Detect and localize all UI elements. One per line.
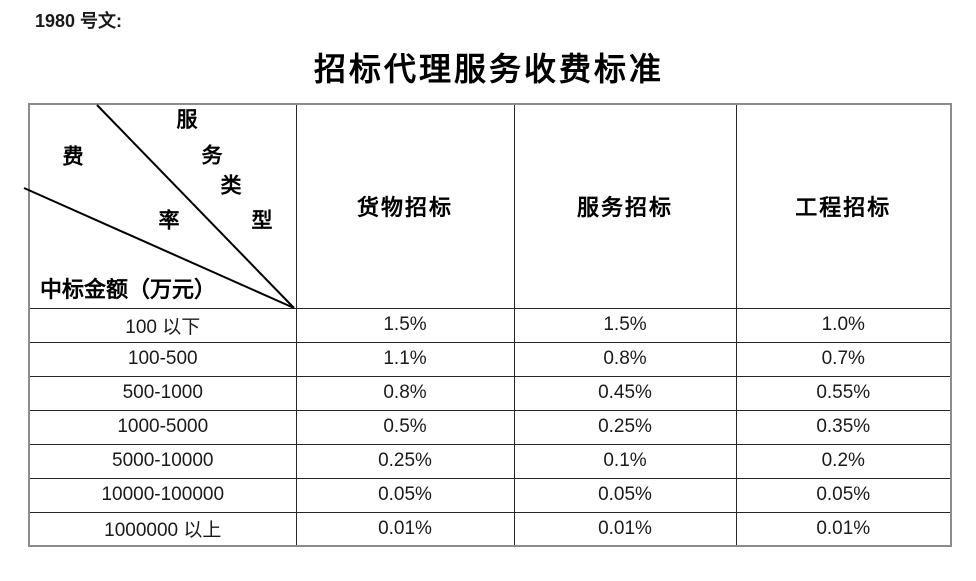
col-header-service-bidding: 服务招标	[513, 103, 737, 309]
rate-cell: 0.7%	[735, 341, 952, 377]
rate-cell: 0.45%	[513, 375, 737, 411]
corner-fee-rate-char: 率	[158, 208, 180, 233]
col-header-goods-bidding: 货物招标	[295, 103, 515, 309]
diagonal-divider-lines	[23, 104, 295, 309]
table-row: 100 以下 1.5% 1.5% 1.0%	[28, 307, 952, 343]
rate-cell: 0.25%	[513, 409, 737, 445]
rate-cell: 0.5%	[295, 409, 515, 445]
table-row: 1000-5000 0.5% 0.25% 0.35%	[28, 409, 952, 445]
rate-cell: 0.01%	[513, 511, 737, 547]
amount-range-cell: 1000-5000	[28, 409, 297, 445]
amount-range-cell: 100-500	[28, 341, 297, 377]
fee-standard-table: 服 务 类 型 费 率 中标金额（万元） 货物招标 服务招标 工程招标 100 …	[23, 103, 952, 547]
rate-cell: 0.01%	[295, 511, 515, 547]
rate-cell: 0.05%	[295, 477, 515, 513]
table-row: 100-500 1.1% 0.8% 0.7%	[28, 341, 952, 377]
rate-cell: 0.1%	[513, 443, 737, 479]
corner-service-type-char: 型	[251, 208, 273, 233]
rate-cell: 0.8%	[513, 341, 737, 377]
corner-service-type-char: 务	[201, 143, 223, 168]
amount-range-cell: 1000000 以上	[28, 511, 297, 547]
table-row: 5000-10000 0.25% 0.1% 0.2%	[28, 443, 952, 479]
rate-cell: 1.1%	[295, 341, 515, 377]
table-row: 500-1000 0.8% 0.45% 0.55%	[28, 375, 952, 411]
amount-range-cell: 10000-100000	[28, 477, 297, 513]
rate-cell: 0.01%	[735, 511, 952, 547]
rate-cell: 0.55%	[735, 375, 952, 411]
amount-range-cell: 500-1000	[28, 375, 297, 411]
rate-cell: 0.8%	[295, 375, 515, 411]
rate-cell: 0.25%	[295, 443, 515, 479]
corner-header-cell: 服 务 类 型 费 率 中标金额（万元）	[23, 103, 297, 309]
header-row: 服 务 类 型 费 率 中标金额（万元） 货物招标 服务招标 工程招标	[23, 103, 952, 309]
rate-cell: 0.2%	[735, 443, 952, 479]
rate-cell: 0.05%	[735, 477, 952, 513]
col-header-works-bidding: 工程招标	[735, 103, 952, 309]
rate-cell: 0.05%	[513, 477, 737, 513]
amount-range-cell: 100 以下	[28, 307, 297, 343]
amount-range-cell: 5000-10000	[28, 443, 297, 479]
rate-cell: 1.5%	[295, 307, 515, 343]
corner-service-type-char: 服	[176, 107, 198, 132]
corner-fee-rate-char: 费	[62, 144, 84, 169]
table-row: 1000000 以上 0.01% 0.01% 0.01%	[28, 511, 952, 547]
corner-service-type-char: 类	[220, 173, 242, 198]
rate-cell: 0.35%	[735, 409, 952, 445]
rate-cell: 1.5%	[513, 307, 737, 343]
document-title: 招标代理服务收费标准	[313, 51, 664, 87]
doc-number-label: 1980 号文:	[35, 11, 123, 31]
table-row: 10000-100000 0.05% 0.05% 0.05%	[28, 477, 952, 513]
rate-cell: 1.0%	[735, 307, 952, 343]
corner-amount-label: 中标金额（万元）	[40, 277, 217, 302]
